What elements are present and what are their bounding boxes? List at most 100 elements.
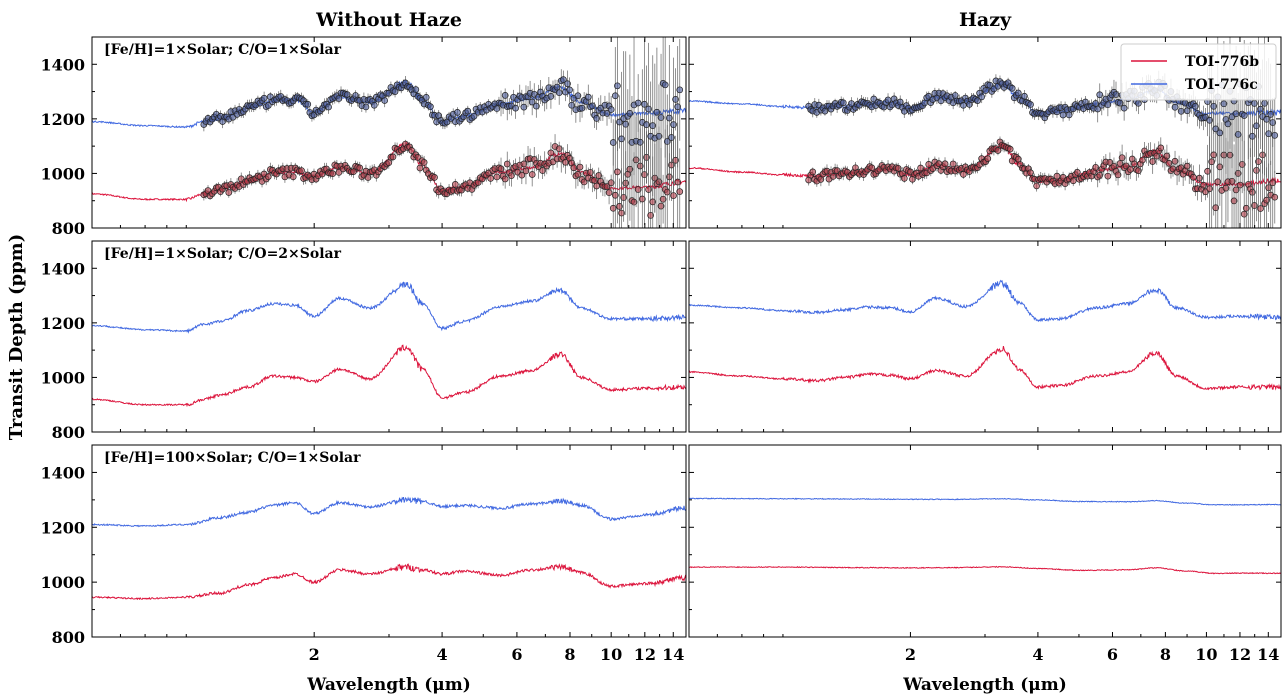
data-point xyxy=(587,169,594,176)
data-point xyxy=(1163,152,1171,160)
data-point xyxy=(614,168,621,176)
data-point xyxy=(325,103,332,111)
data-point xyxy=(547,149,555,157)
data-point xyxy=(668,134,675,141)
data-point xyxy=(659,195,667,203)
data-point xyxy=(1240,112,1248,119)
data-point xyxy=(566,86,573,94)
data-point xyxy=(1096,171,1104,179)
data-point xyxy=(616,202,623,210)
data-point xyxy=(1183,162,1191,170)
data-point xyxy=(609,139,617,146)
data-point xyxy=(1224,120,1232,128)
data-point xyxy=(422,94,430,101)
panel-r1-c2: TOI-776b TOI-776c xyxy=(688,36,1282,229)
data-point xyxy=(1094,105,1102,113)
data-point xyxy=(1255,158,1262,165)
y-tick-label: 800 xyxy=(52,628,85,647)
panel-r1-c1: 800 1000 1200 1400 [Fe/H]=1×Solar; C/O=1×Sol… xyxy=(40,36,687,238)
panel-frame xyxy=(91,444,687,638)
data-point xyxy=(978,93,986,101)
data-point xyxy=(427,103,434,110)
data-point xyxy=(1269,179,1277,187)
data-point xyxy=(568,101,576,109)
data-point xyxy=(329,170,337,177)
data-point xyxy=(1006,145,1014,153)
data-point xyxy=(1027,169,1034,177)
data-point xyxy=(560,76,567,83)
data-point xyxy=(1210,102,1218,110)
data-point xyxy=(1240,210,1248,218)
data-point xyxy=(1157,144,1165,152)
data-point xyxy=(634,99,642,107)
data-point xyxy=(618,209,625,217)
x-tick-label: 4 xyxy=(1032,645,1043,664)
data-point xyxy=(670,121,677,129)
data-point xyxy=(501,175,509,183)
data-point xyxy=(917,164,924,172)
data-point xyxy=(1069,177,1077,185)
data-point xyxy=(974,97,981,104)
data-point xyxy=(1222,184,1230,192)
data-point xyxy=(470,112,478,120)
panel-frame xyxy=(688,444,1282,638)
data-point xyxy=(304,100,312,108)
panel-r2-c1: 800 1000 1200 1400 [Fe/H]=1×Solar; C/O=2×Sol… xyxy=(40,240,687,442)
data-point xyxy=(643,121,650,128)
data-point xyxy=(518,171,526,179)
data-point xyxy=(1271,193,1279,201)
data-point xyxy=(1267,110,1275,118)
data-point xyxy=(370,101,378,109)
data-point xyxy=(501,92,509,99)
data-point xyxy=(1257,105,1264,113)
data-point xyxy=(391,88,399,95)
data-point xyxy=(984,155,992,162)
data-point xyxy=(260,94,268,102)
data-point xyxy=(1226,151,1234,159)
x-tick-label: 12 xyxy=(634,645,656,664)
data-point xyxy=(676,86,684,94)
y-tick-label: 1000 xyxy=(40,164,85,183)
data-point xyxy=(1116,160,1124,167)
data-point xyxy=(657,202,665,210)
data-point xyxy=(508,172,515,180)
data-point xyxy=(1228,177,1236,185)
data-point xyxy=(1021,92,1028,100)
data-point xyxy=(574,92,582,100)
data-point xyxy=(580,178,588,186)
data-point xyxy=(1253,122,1260,130)
data-point xyxy=(1196,174,1203,182)
data-point xyxy=(1238,161,1246,168)
x-tick-label: 4 xyxy=(437,645,448,664)
data-point xyxy=(641,100,648,108)
data-point xyxy=(641,171,648,178)
data-point xyxy=(264,173,272,180)
data-point xyxy=(1210,151,1218,159)
data-point xyxy=(900,175,908,182)
data-point xyxy=(1200,181,1207,189)
x-axis-label: Wavelength (μm) xyxy=(902,675,1067,695)
data-point xyxy=(618,135,625,143)
data-point xyxy=(289,173,297,181)
data-point xyxy=(1059,111,1067,119)
data-point xyxy=(611,191,619,199)
data-point xyxy=(584,93,592,101)
legend-label-toi-776c: TOI-776c xyxy=(1185,77,1258,93)
data-point xyxy=(645,186,652,193)
data-point xyxy=(603,109,611,117)
data-point xyxy=(894,164,902,172)
series-line-toi-776c xyxy=(689,279,1281,323)
series-line-toi-776c xyxy=(92,281,686,334)
x-tick-label: 6 xyxy=(1107,645,1118,664)
data-point xyxy=(657,114,665,121)
panel-frame xyxy=(91,240,687,433)
data-point xyxy=(564,80,571,88)
data-point xyxy=(408,147,416,154)
legend-label-toi-776b: TOI-776b xyxy=(1185,54,1259,70)
data-point xyxy=(994,147,1002,154)
row-label: [Fe/H]=1×Solar; C/O=1×Solar xyxy=(104,42,342,58)
data-point xyxy=(1232,186,1240,194)
data-point xyxy=(356,164,364,172)
y-tick-label: 1400 xyxy=(40,259,85,278)
data-point xyxy=(663,138,671,145)
